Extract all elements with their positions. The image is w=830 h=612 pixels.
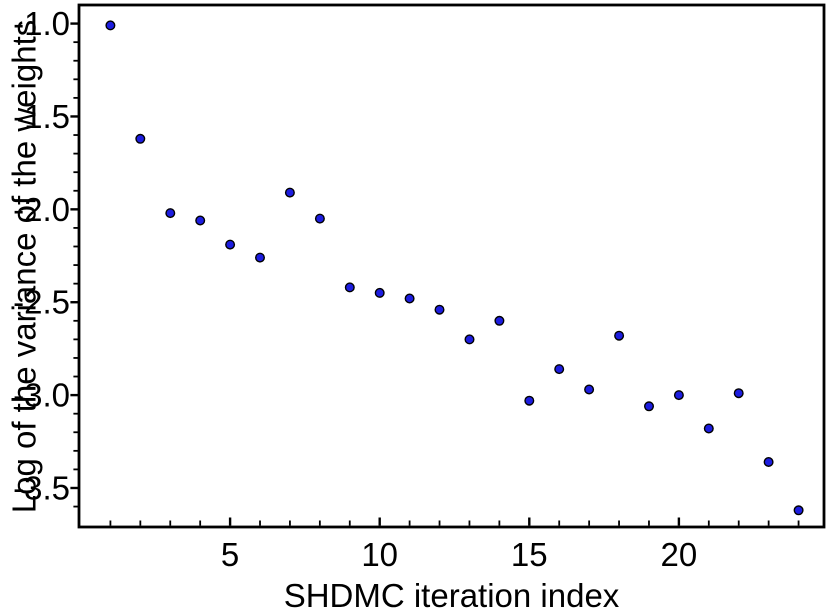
x-tick-label: 10	[361, 536, 398, 573]
data-point	[673, 390, 684, 401]
x-tick-label: 20	[661, 536, 698, 573]
data-point	[374, 287, 385, 298]
data-point	[165, 208, 176, 219]
data-point	[644, 401, 655, 412]
y-axis-tick-labels: -1.0 -1.5 -2.0 -2.5 -3.0 -3.5	[13, 5, 70, 506]
x-axis-title: SHDMC iteration index	[283, 577, 620, 612]
y-tick-label: -2.0	[13, 191, 70, 228]
data-point	[614, 330, 625, 341]
data-point	[434, 304, 445, 315]
plot-frame	[77, 3, 826, 529]
data-point	[284, 187, 295, 198]
y-axis-minor-ticks	[73, 41, 79, 508]
x-axis-minor-ticks	[109, 520, 800, 526]
data-point	[703, 423, 714, 434]
data-point	[464, 334, 475, 345]
y-axis-major-ticks	[70, 22, 79, 490]
data-points	[105, 20, 804, 516]
y-tick-label: -3.0	[13, 377, 70, 414]
data-point	[793, 505, 804, 516]
data-point	[135, 133, 146, 144]
x-axis-major-ticks	[228, 517, 681, 526]
data-point	[763, 457, 774, 468]
y-tick-label: -2.5	[13, 284, 70, 321]
data-point	[314, 213, 325, 224]
data-point	[404, 293, 415, 304]
x-tick-label: 15	[511, 536, 548, 573]
y-axis-title: Log of the variance of the weights	[5, 19, 43, 514]
x-tick-label: 5	[221, 536, 239, 573]
y-tick-label: -3.5	[13, 469, 70, 506]
data-point	[225, 239, 236, 250]
data-point	[195, 215, 206, 226]
y-tick-label: -1.5	[13, 98, 70, 135]
y-tick-label: -1.0	[13, 5, 70, 42]
data-point	[254, 252, 265, 263]
data-point	[733, 388, 744, 399]
data-point	[584, 384, 595, 395]
data-point	[524, 395, 535, 406]
data-point	[105, 20, 116, 31]
data-point	[344, 282, 355, 293]
data-point	[554, 364, 565, 375]
x-axis-tick-labels: 5 10 15 20	[221, 536, 697, 573]
data-point	[494, 315, 505, 326]
